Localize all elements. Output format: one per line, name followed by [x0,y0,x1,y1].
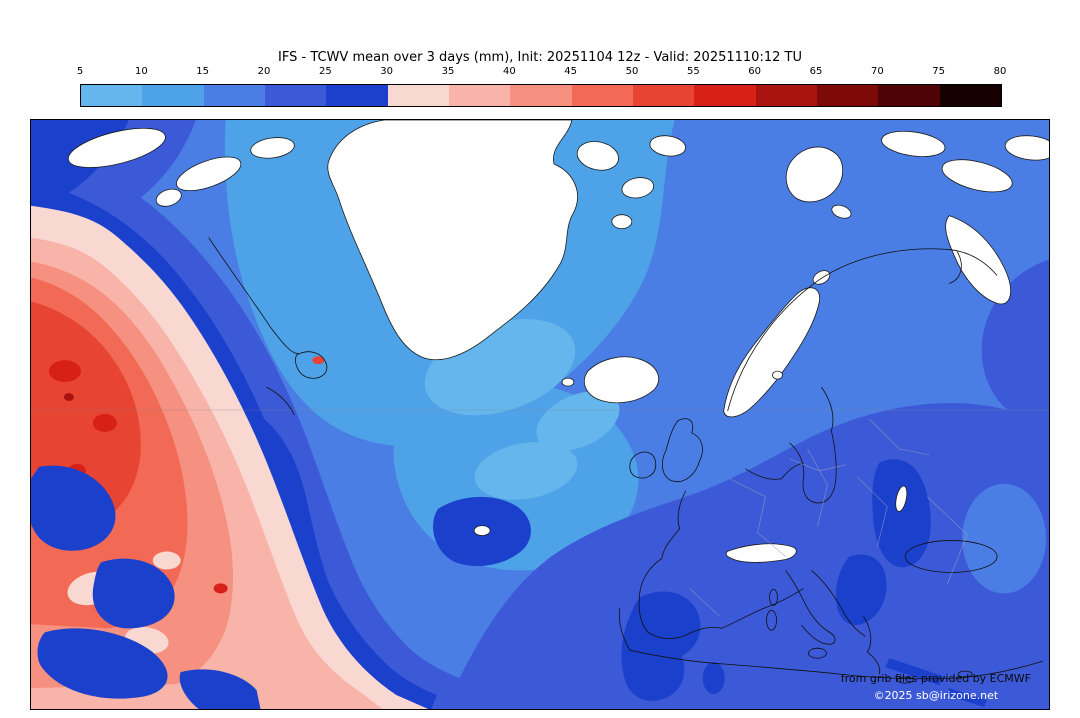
colorbar-tick-40: 40 [502,66,516,77]
colorbar-tick-55: 55 [686,66,700,77]
colorbar-segment-15-20 [203,85,265,106]
colorbar-segment-25-30 [326,85,388,106]
colorbar-segment-35-40 [448,85,511,106]
colorbar-segment-65-70 [816,85,879,106]
colorbar-tick-50: 50 [625,66,639,77]
colorbar-tick-30: 30 [380,66,394,77]
tcwv-map-svg [31,120,1049,709]
colorbar [80,84,1002,107]
credits: from grib files provided by ECMWF ©2025 … [841,671,1031,704]
colorbar-segment-10-15 [142,85,204,106]
great-britain [661,418,703,483]
page-title: IFS - TCWV mean over 3 days (mm), Init: … [278,50,802,65]
colorbar-tick-60: 60 [748,66,762,77]
country-borders [689,418,968,617]
newfoundland [295,351,328,379]
colorbar-segment-30-35 [387,85,449,106]
black-sea [904,540,998,573]
credit-ecmwf: from grib files provided by ECMWF [840,672,1031,685]
coastlines [208,237,1044,684]
colorbar-tick-80: 80 [993,66,1007,77]
colorbar-segment-55-60 [694,85,756,106]
greenland-ice [327,120,578,361]
map-panel: from grib files provided by ECMWF ©2025 … [30,119,1050,710]
colorbar-segment-5-10 [81,85,143,106]
alps [725,543,797,563]
humid-plume-region [31,205,429,709]
colorbar-tick-labels: 5 10 15 20 25 30 35 40 45 50 55 60 65 70 75 80 [76,66,1007,79]
colorbar-tick-5: 5 [76,66,84,77]
colorbar-segment-20-25 [264,85,327,106]
italy [785,570,836,645]
dry-white-regions [67,120,1049,563]
colorbar-segment-75-80 [939,85,1001,106]
colorbar-segment-40-45 [510,85,572,106]
scandinavian-mountains [723,287,820,418]
colorbar-tick-35: 35 [441,66,455,77]
colorbar-segment-45-50 [571,85,633,106]
colorbar-tick-10: 10 [134,66,148,77]
colorbar-tick-15: 15 [196,66,210,77]
greece [863,616,881,675]
iceland [584,356,659,404]
iberia-coast [638,490,804,639]
colorbar-tick-45: 45 [564,66,578,77]
novaya-zemlya [945,215,1012,305]
colorbar-segment-50-55 [632,85,695,106]
colorbar-segment-70-75 [878,85,940,106]
colorbar-segment-60-65 [755,85,817,106]
colorbar-tick-65: 65 [809,66,823,77]
ireland [629,451,657,479]
credit-copyright: ©2025 sb@irizone.net [873,688,999,702]
labrador-coast [208,237,299,354]
colorbar-tick-75: 75 [932,66,946,77]
svalbard [785,146,844,203]
colorbar-tick-70: 70 [870,66,884,77]
colorbar-tick-20: 20 [257,66,271,77]
north-africa-coast [629,649,1044,680]
colorbar-tick-25: 25 [318,66,332,77]
